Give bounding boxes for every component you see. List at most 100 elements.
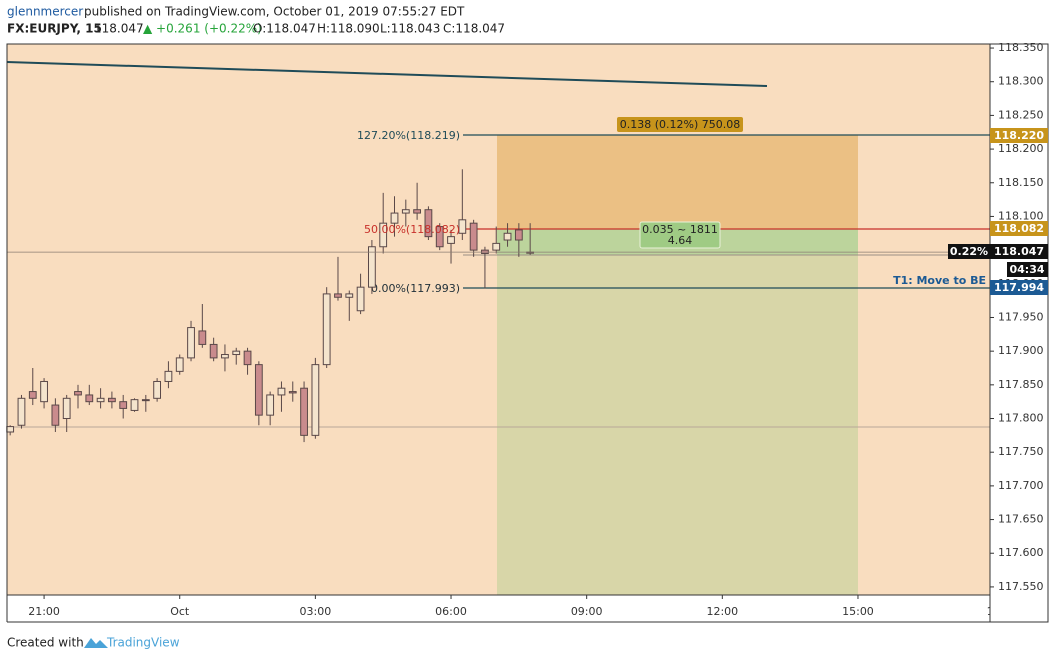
candle-body xyxy=(300,387,308,436)
target-zone xyxy=(497,135,858,229)
x-tick-label: 15:00 xyxy=(842,605,874,618)
price-tag xyxy=(990,244,1048,259)
candle-body xyxy=(379,222,388,248)
change: ▲ +0.261 (+0.22%) xyxy=(143,22,262,36)
price-tag-text: 118.082 xyxy=(994,222,1044,235)
candle-body xyxy=(503,232,512,241)
candle-body xyxy=(447,236,455,244)
candle-body xyxy=(6,426,15,433)
candle-body xyxy=(254,364,263,416)
candle-body xyxy=(322,293,331,366)
y-tick-label: 117.600 xyxy=(998,546,1044,559)
high: H:118.090 xyxy=(317,22,380,36)
candle-body xyxy=(40,380,48,403)
stop-zone xyxy=(497,229,858,595)
y-tick-label: 117.550 xyxy=(998,580,1044,593)
candle-body xyxy=(175,357,184,372)
candle-body xyxy=(85,394,94,403)
candle-body xyxy=(198,330,207,345)
candle-body xyxy=(277,387,286,396)
y-tick-label: 118.350 xyxy=(998,41,1044,54)
candle-body xyxy=(209,343,218,359)
y-tick-label: 118.300 xyxy=(998,75,1044,88)
x-tick-label: Oct xyxy=(170,605,190,618)
candle-body xyxy=(390,212,399,224)
open: O:118.047 xyxy=(253,22,316,36)
candle-body xyxy=(130,399,139,411)
y-tick-label: 118.200 xyxy=(998,142,1044,155)
x-tick-label: 21:00 xyxy=(28,605,60,618)
y-tick-label: 118.100 xyxy=(998,209,1044,222)
y-tick-label: 117.750 xyxy=(998,445,1044,458)
fib-label: 127.20%(118.219) xyxy=(357,129,460,142)
price-tag xyxy=(990,128,1048,143)
candle-body xyxy=(153,380,162,399)
candle-body xyxy=(492,242,501,251)
candle-body xyxy=(232,350,241,356)
candle-body xyxy=(266,394,275,416)
pos-ratio: 4.64 xyxy=(668,234,693,247)
candle-body xyxy=(243,350,252,366)
target-box xyxy=(617,117,743,132)
y-tick-label: 117.950 xyxy=(998,310,1044,323)
target-info: 0.138 (0.12%) 750.08 xyxy=(620,118,741,131)
x-tick-label: 06:00 xyxy=(435,605,467,618)
price-tag-text: 118.047 xyxy=(994,245,1044,258)
y-tick-label: 117.900 xyxy=(998,344,1044,357)
candle-body xyxy=(141,399,150,402)
footer-text: Created with xyxy=(7,636,84,650)
timer-tag xyxy=(1007,262,1048,277)
candle-body xyxy=(74,391,82,396)
candle-body xyxy=(28,391,37,399)
pct-tag xyxy=(948,244,990,259)
candle-body xyxy=(51,404,60,426)
candle-body xyxy=(424,209,433,238)
candle-body xyxy=(334,293,342,298)
candle-body xyxy=(413,209,422,214)
timer-text: 04:34 xyxy=(1009,263,1044,276)
logo xyxy=(84,638,108,648)
price-tag xyxy=(990,280,1048,295)
price-tag-text: 118.220 xyxy=(994,129,1044,142)
candle-body xyxy=(62,397,71,420)
pos-info: 0.035 ~ 1811 xyxy=(642,223,718,236)
candle-body xyxy=(108,397,116,403)
y-tick-label: 117.850 xyxy=(998,378,1044,391)
fib-label: 0.00%(117.993) xyxy=(371,282,460,295)
x-tick-label: 09:00 xyxy=(571,605,603,618)
candle-body xyxy=(221,354,229,359)
y-tick-label: 117.650 xyxy=(998,513,1044,526)
candle-body xyxy=(514,229,523,241)
footer-brand[interactable]: TradingView xyxy=(106,636,180,650)
candle-body xyxy=(345,293,354,298)
x-tick-label: 12:00 xyxy=(706,605,738,618)
y-tick-label: 118.250 xyxy=(998,108,1044,121)
fib-label: 50.00%(118.082) xyxy=(364,223,460,236)
candle-body xyxy=(458,219,467,234)
candle-body xyxy=(164,370,173,382)
x-tick-label: 03:00 xyxy=(300,605,332,618)
y-tick-label: 117.700 xyxy=(998,479,1044,492)
note: T1: Move to BE xyxy=(893,274,986,287)
candle-body xyxy=(119,401,128,409)
pos-box xyxy=(639,221,721,249)
candle-body xyxy=(368,246,376,288)
candle-body xyxy=(311,364,320,436)
pct-tag-text: 0.22% xyxy=(950,245,988,258)
candle-body xyxy=(401,209,410,214)
time-axis: 21:00 Oct 03:00 06:00 09:00 12:00 15:00 18 xyxy=(28,595,1001,618)
low: L:118.043 xyxy=(380,22,440,36)
candle-body xyxy=(288,391,297,394)
price-tag-text: 117.994 xyxy=(994,281,1044,294)
y-tick-label: 117.800 xyxy=(998,412,1044,425)
candle-body xyxy=(469,222,478,251)
close: C:118.047 xyxy=(443,22,505,36)
author[interactable]: glennmercer xyxy=(7,5,83,19)
x-tick-label: 18 xyxy=(987,605,1001,618)
candle-body xyxy=(187,327,195,359)
symbol: FX:EURJPY, 15 xyxy=(7,22,102,36)
price-tag xyxy=(990,221,1048,236)
candle-body xyxy=(17,397,26,426)
y-tick-label: 118.150 xyxy=(998,176,1044,189)
